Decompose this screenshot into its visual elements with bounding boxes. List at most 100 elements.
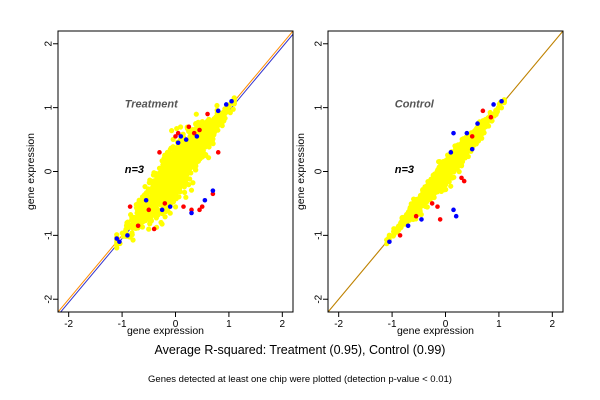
panel-title: Control (395, 99, 435, 111)
x-tick-label: 1 (226, 319, 232, 330)
data-point (480, 108, 486, 114)
data-point (499, 98, 504, 104)
cloud-point (151, 181, 157, 187)
cloud-point (421, 202, 427, 209)
data-point (413, 213, 419, 219)
data-point (175, 140, 181, 146)
cloud-point (428, 179, 434, 185)
x-tick-label: 1 (496, 319, 502, 330)
data-point (175, 130, 181, 136)
y-tick-label: 2 (44, 41, 55, 47)
data-point (429, 201, 435, 206)
data-point (181, 204, 186, 209)
x-tick-label: -1 (388, 319, 397, 330)
cloud-point (230, 106, 236, 112)
y-tick-label: 1 (44, 104, 55, 110)
data-point (125, 233, 130, 238)
y-tick-label: 0 (314, 168, 325, 174)
cloud-point (114, 232, 120, 238)
cloud-point (170, 144, 176, 150)
data-point (223, 102, 229, 107)
data-point (191, 130, 197, 136)
data-point (186, 124, 192, 130)
cloud-point (193, 163, 199, 169)
cloud-point (172, 157, 179, 163)
plot-area (58, 31, 293, 312)
sub-caption: Genes detected at least one chip were pl… (148, 374, 452, 385)
cloud-point (124, 220, 130, 226)
cloud-point (169, 128, 175, 134)
cloud-point (139, 212, 145, 219)
cloud-point (146, 226, 152, 232)
cloud-point (168, 167, 175, 174)
cloud-point (172, 186, 178, 192)
cloud-point (479, 131, 485, 137)
cloud-point (189, 139, 196, 145)
data-point (475, 121, 480, 126)
cloud-point (459, 140, 465, 146)
cloud-point (165, 183, 171, 190)
cloud-point (129, 230, 135, 236)
cloud-point (165, 191, 171, 197)
cloud-point (440, 170, 447, 177)
cloud-point (114, 245, 120, 251)
cloud-point (200, 145, 206, 152)
x-axis-label: gene expression (127, 325, 204, 337)
cloud-point (153, 205, 160, 211)
cloud-point (150, 195, 157, 201)
cloud-point (151, 170, 157, 176)
data-point (151, 226, 157, 232)
sample-size-annotation: n=3 (125, 164, 144, 176)
y-tick-label: 0 (44, 168, 55, 174)
data-point (435, 204, 440, 209)
x-tick-label: 2 (550, 319, 556, 330)
data-point (469, 146, 475, 152)
cloud-point (195, 142, 202, 149)
cloud-point (436, 175, 442, 182)
x-tick-label: 0 (173, 319, 179, 330)
panel-title: Treatment (125, 99, 179, 111)
data-point (146, 207, 152, 213)
y-tick-label: 1 (314, 104, 325, 110)
cloud-point (148, 218, 155, 224)
cloud-point (183, 194, 189, 200)
cloud-point (159, 210, 165, 217)
cloud-point (163, 162, 170, 168)
data-point (491, 102, 496, 107)
cloud-point (154, 176, 160, 182)
cloud-point (214, 102, 220, 109)
data-point (437, 217, 443, 222)
data-point (419, 217, 424, 222)
cloud-point (143, 211, 149, 218)
cloud-point (459, 150, 465, 156)
y-tick-label: -2 (44, 294, 55, 303)
data-point (173, 134, 178, 139)
data-point (183, 137, 189, 142)
y-tick-label: -1 (44, 230, 55, 239)
data-point (387, 239, 392, 245)
cloud-point (456, 169, 462, 175)
cloud-point (231, 95, 237, 101)
cloud-point (177, 124, 184, 130)
cloud-point (158, 179, 164, 185)
cloud-point (167, 210, 173, 216)
cloud-point (193, 167, 199, 173)
point-cloud (114, 95, 237, 251)
cloud-point (471, 142, 477, 148)
cloud-point (153, 212, 159, 218)
cloud-point (134, 210, 140, 216)
cloud-point (161, 155, 167, 161)
cloud-point (397, 223, 403, 229)
x-tick-label: 2 (280, 319, 286, 330)
cloud-point (465, 143, 471, 150)
cloud-point (196, 148, 202, 154)
cloud-point (180, 160, 187, 166)
data-point (143, 197, 149, 203)
cloud-point (158, 191, 164, 197)
cloud-point (127, 224, 133, 230)
data-point (127, 204, 133, 209)
cloud-point (395, 227, 402, 234)
cloud-point (222, 106, 228, 112)
cloud-point (432, 189, 438, 196)
